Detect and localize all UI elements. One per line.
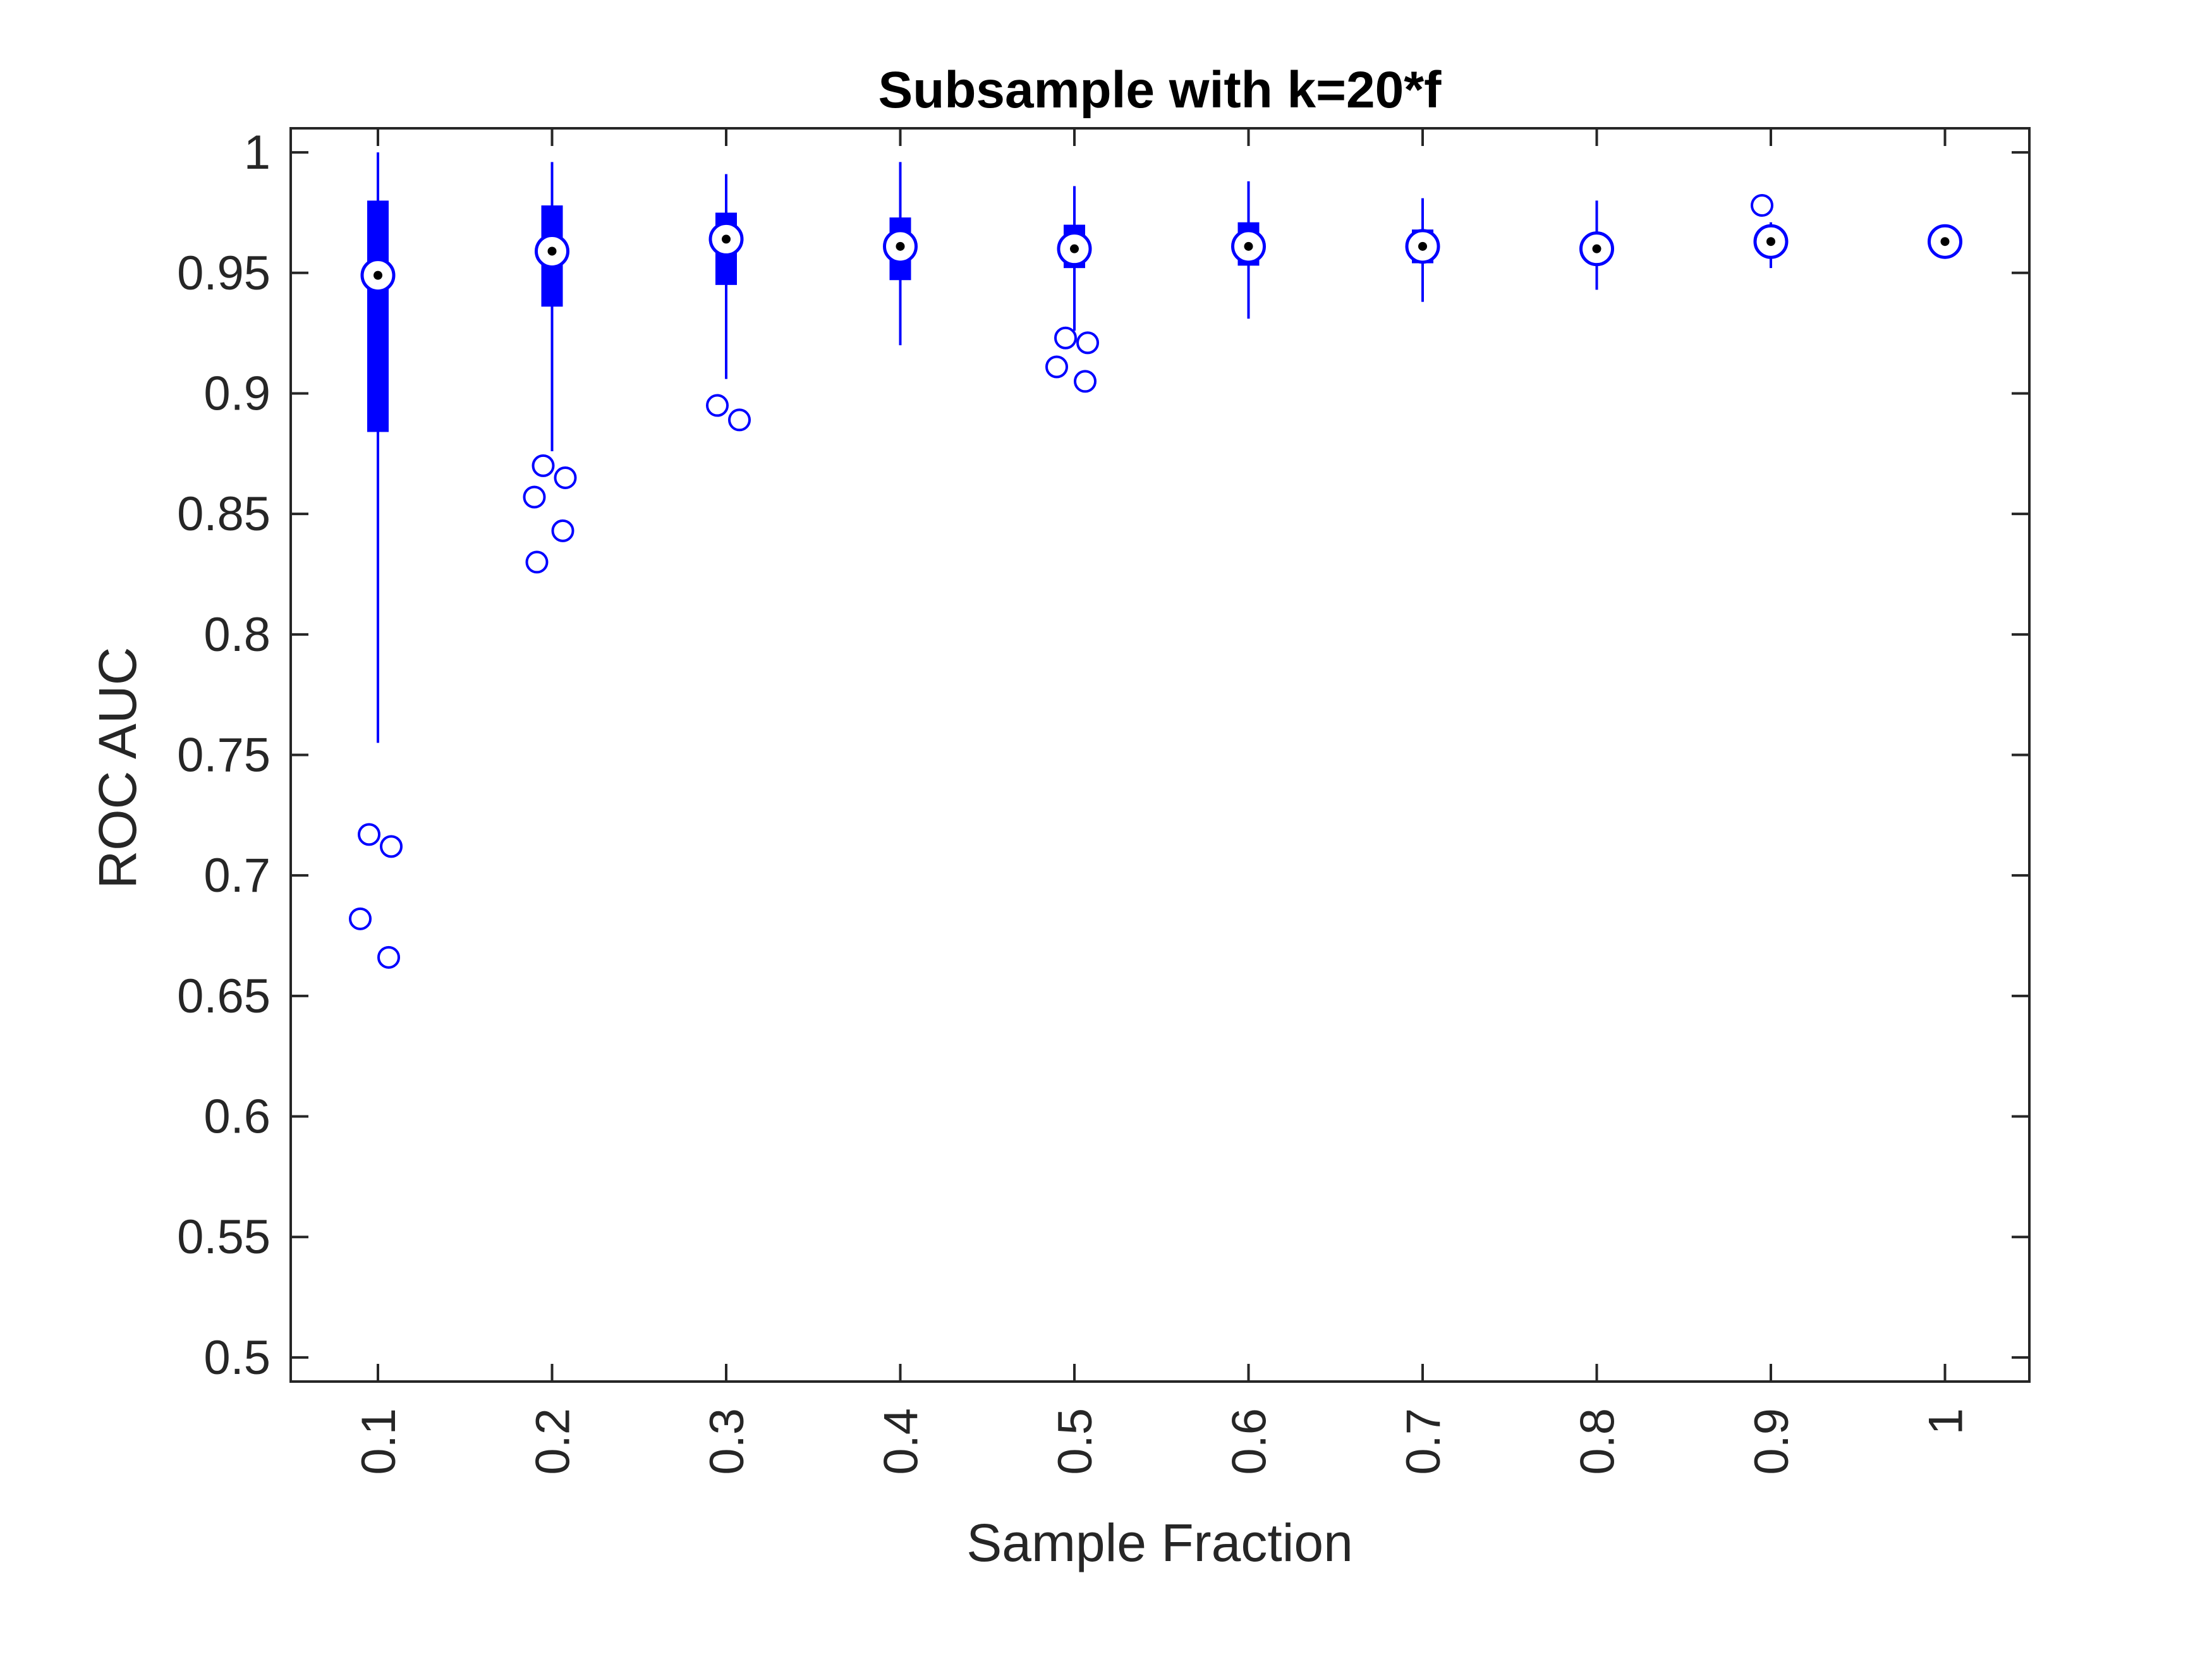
outlier-point bbox=[377, 945, 400, 969]
outlier-point bbox=[1054, 326, 1077, 349]
x-tick-label: 0.6 bbox=[1223, 1408, 1277, 1475]
x-tick-label: 0.7 bbox=[1397, 1408, 1450, 1475]
outlier-point bbox=[532, 454, 555, 477]
box-group bbox=[1405, 198, 1440, 302]
median-dot bbox=[1244, 241, 1253, 251]
y-axis-ticks: 0.5 0.55 0.6 0.65 0.7 0.75 0.8 0.85 0.9 0.95 1 bbox=[177, 126, 2029, 1385]
box-group bbox=[883, 162, 918, 346]
outlier-point bbox=[706, 394, 729, 417]
chart-title: Subsample with k=20*f bbox=[878, 61, 1442, 119]
outlier-point bbox=[1074, 370, 1097, 393]
median-dot bbox=[1418, 241, 1427, 251]
median-dot bbox=[722, 234, 731, 244]
outlier-point bbox=[1751, 194, 1773, 217]
outlier-point bbox=[358, 823, 380, 846]
y-tick-label: 0.55 bbox=[177, 1210, 270, 1264]
box-group bbox=[523, 162, 577, 574]
x-tick-label: 0.4 bbox=[875, 1408, 928, 1475]
box-group bbox=[1579, 200, 1614, 290]
median-dot bbox=[1940, 237, 1950, 246]
box-group bbox=[349, 152, 403, 969]
median-dot bbox=[896, 241, 905, 251]
box-group bbox=[1231, 181, 1266, 319]
x-tick-label: 0.5 bbox=[1048, 1408, 1102, 1475]
y-tick-label: 0.7 bbox=[204, 849, 270, 902]
y-tick-label: 0.9 bbox=[204, 367, 270, 420]
y-tick-label: 0.5 bbox=[204, 1331, 270, 1385]
x-tick-label: 0.8 bbox=[1571, 1408, 1625, 1475]
x-tick-label: 0.9 bbox=[1745, 1408, 1799, 1475]
outlier-point bbox=[349, 907, 372, 930]
y-tick-label: 0.6 bbox=[204, 1090, 270, 1144]
median-dot bbox=[1070, 244, 1079, 253]
y-tick-label: 0.65 bbox=[177, 969, 270, 1023]
median-dot bbox=[1766, 237, 1775, 246]
outlier-point bbox=[1076, 331, 1099, 355]
box-group bbox=[706, 174, 751, 432]
outlier-point bbox=[525, 550, 549, 574]
y-tick-label: 0.75 bbox=[177, 729, 270, 782]
box-group bbox=[1045, 186, 1099, 393]
y-tick-label: 0.95 bbox=[177, 246, 270, 300]
outlier-point bbox=[523, 485, 546, 509]
median-dot bbox=[374, 270, 382, 280]
outlier-point bbox=[1045, 355, 1068, 379]
y-tick-label: 0.8 bbox=[204, 608, 270, 662]
y-tick-label: 1 bbox=[244, 126, 270, 179]
outlier-point bbox=[380, 835, 403, 858]
box-group bbox=[1928, 224, 1962, 259]
median-dot bbox=[1592, 244, 1601, 253]
x-tick-label: 0.3 bbox=[700, 1408, 754, 1475]
outlier-point bbox=[728, 408, 751, 432]
y-axis-label: ROC AUC bbox=[88, 647, 147, 889]
median-dot bbox=[547, 246, 557, 256]
chart-marks bbox=[349, 152, 1962, 969]
outlier-point bbox=[551, 519, 574, 542]
x-tick-label: 0.2 bbox=[526, 1408, 580, 1475]
box-group bbox=[1751, 194, 1789, 269]
x-axis-ticks: 0.1 0.2 0.3 0.4 0.5 0.6 0.7 0.8 0.9 1 bbox=[352, 128, 1973, 1475]
x-tick-label: 0.1 bbox=[352, 1408, 406, 1475]
x-axis-label: Sample Fraction bbox=[966, 1513, 1353, 1572]
y-tick-label: 0.85 bbox=[177, 487, 270, 541]
box-iqr bbox=[367, 200, 389, 432]
outlier-point bbox=[554, 466, 577, 489]
x-tick-label: 1 bbox=[1919, 1408, 1973, 1435]
